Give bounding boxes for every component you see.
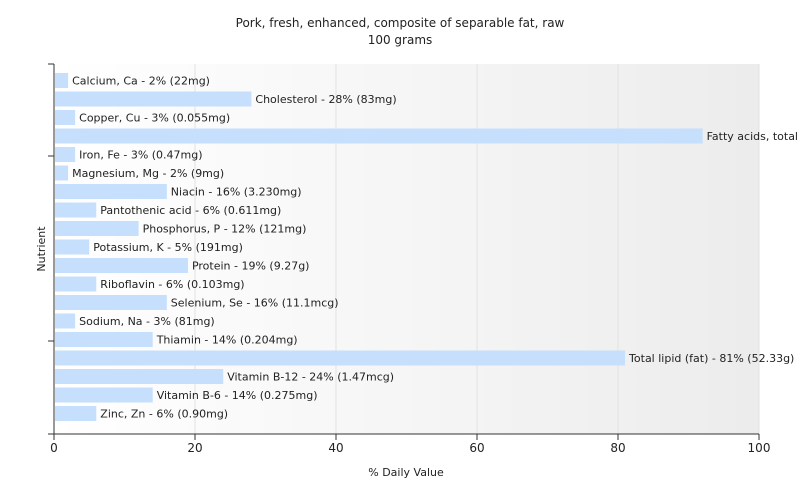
bar (55, 295, 167, 310)
bar-label: Total lipid (fat) - 81% (52.33g) (628, 352, 794, 365)
x-tick-label: 20 (187, 441, 202, 455)
bar (55, 91, 252, 107)
x-tick-label: 100 (748, 441, 771, 455)
bar (55, 313, 76, 329)
axes: 0 20 40 60 80 100 (48, 63, 771, 455)
bar (55, 202, 97, 218)
bar-label: Phosphorus, P - 12% (121mg) (143, 223, 307, 236)
x-tick-label: 0 (50, 441, 58, 455)
bar (55, 128, 703, 144)
bar (55, 350, 626, 366)
bar-label: Zinc, Zn - 6% (0.90mg) (100, 408, 228, 421)
bar-label: Fatty acids, total saturated - 92% (18.4… (707, 130, 800, 143)
bar-label: Copper, Cu - 3% (0.055mg) (79, 112, 230, 125)
x-axis-label: % Daily Value (368, 466, 444, 479)
bar (55, 221, 139, 236)
bar (55, 184, 167, 199)
bar-label: Protein - 19% (9.27g) (192, 260, 310, 273)
chart-subtitle: 100 grams (368, 33, 433, 47)
bar-label: Cholesterol - 28% (83mg) (255, 93, 396, 106)
bar (55, 258, 188, 273)
bar (55, 387, 153, 403)
chart-title: Pork, fresh, enhanced, composite of sepa… (236, 16, 565, 30)
bar-label: Iron, Fe - 3% (0.47mg) (79, 149, 202, 162)
bar-label: Magnesium, Mg - 2% (9mg) (72, 167, 224, 180)
bar-label: Vitamin B-12 - 24% (1.47mcg) (227, 371, 394, 384)
bar-label: Thiamin - 14% (0.204mg) (156, 334, 298, 347)
bar-label: Niacin - 16% (3.230mg) (171, 186, 302, 199)
bar-label: Riboflavin - 6% (0.103mg) (100, 278, 244, 291)
bar-label: Calcium, Ca - 2% (22mg) (72, 75, 210, 88)
bar (55, 239, 90, 255)
y-axis-label: Nutrient (35, 226, 48, 272)
x-tick-label: 80 (610, 441, 625, 455)
bar-label: Vitamin B-6 - 14% (0.275mg) (157, 389, 318, 402)
bar (55, 165, 69, 181)
bars: Calcium, Ca - 2% (22mg) Cholesterol - 28%… (55, 73, 800, 421)
x-tick-label: 40 (328, 441, 343, 455)
bar-label: Potassium, K - 5% (191mg) (93, 241, 243, 254)
x-tick-label: 60 (469, 441, 484, 455)
bar (55, 110, 76, 125)
bar (55, 73, 69, 88)
bar (55, 147, 76, 162)
bar (55, 406, 97, 421)
bar-label: Selenium, Se - 16% (11.1mcg) (171, 297, 339, 310)
bar-label: Pantothenic acid - 6% (0.611mg) (100, 204, 281, 217)
bar (55, 332, 153, 347)
bar (55, 276, 97, 292)
bar (55, 369, 224, 384)
bar-label: Sodium, Na - 3% (81mg) (79, 315, 215, 328)
